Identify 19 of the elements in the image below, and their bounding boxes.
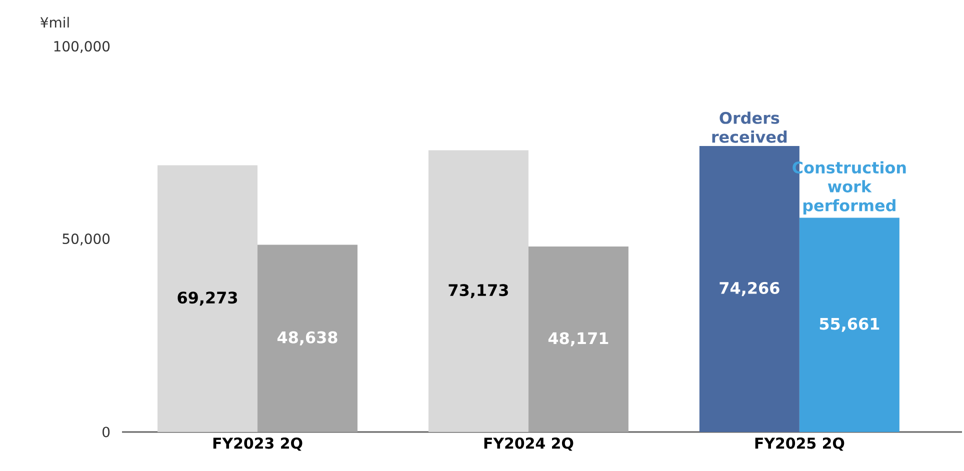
y-tick-label: 100,000 [54, 40, 110, 53]
bar [528, 246, 628, 432]
series-label: Orders received [712, 112, 787, 143]
data-label: 55,661 [820, 318, 880, 332]
y-tick-label: 0 [102, 426, 110, 438]
x-tick-label: FY2024 2Q [484, 438, 574, 451]
data-label: 48,171 [548, 332, 608, 346]
data-label: 74,266 [720, 282, 780, 296]
bar [257, 244, 358, 432]
y-axis-title: ¥mil [40, 16, 69, 28]
bar [799, 218, 900, 432]
data-label: 73,173 [448, 284, 508, 298]
bar [157, 165, 258, 432]
bar [428, 150, 528, 432]
x-tick-label: FY2023 2Q [213, 438, 302, 451]
data-label: 69,273 [178, 292, 237, 306]
y-tick-label: 50,000 [62, 233, 110, 246]
data-label: 48,638 [277, 331, 338, 346]
x-tick-label: FY2025 2Q [755, 438, 844, 451]
